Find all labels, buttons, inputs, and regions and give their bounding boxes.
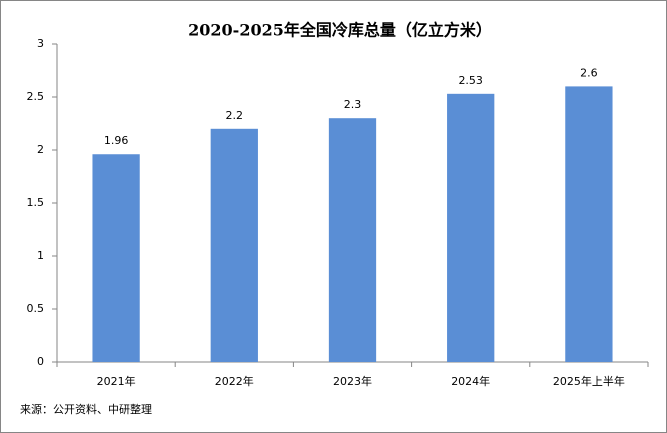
- x-tick-label: 2022年: [215, 374, 254, 388]
- value-label: 1.96: [104, 134, 129, 147]
- value-label: 2.6: [580, 66, 598, 79]
- x-tick-label: 2025年上半年: [553, 374, 625, 388]
- value-label: 2.53: [458, 74, 483, 87]
- y-tick-label: 1: [37, 249, 44, 262]
- value-label: 2.3: [344, 98, 362, 111]
- bar: [92, 154, 140, 362]
- x-tick-label: 2021年: [97, 374, 136, 388]
- x-tick-label: 2023年: [333, 374, 372, 388]
- bar: [210, 128, 258, 362]
- bar: [565, 86, 613, 363]
- chart-title: 2020-2025年全国冷库总量（亿立方米）: [188, 21, 492, 40]
- y-tick-label: 1.5: [27, 196, 45, 209]
- y-tick-label: 2: [37, 143, 44, 156]
- y-tick-label: 3: [37, 37, 44, 50]
- y-tick-label: 0: [37, 355, 44, 368]
- bar: [328, 118, 377, 362]
- y-tick-label: 2.5: [27, 90, 45, 103]
- y-tick-label: 0.5: [27, 302, 45, 315]
- x-tick-label: 2024年: [451, 374, 490, 388]
- value-label: 2.2: [226, 109, 244, 122]
- bar: [447, 93, 495, 362]
- source-note: 来源：公开资料、中研整理: [20, 402, 152, 416]
